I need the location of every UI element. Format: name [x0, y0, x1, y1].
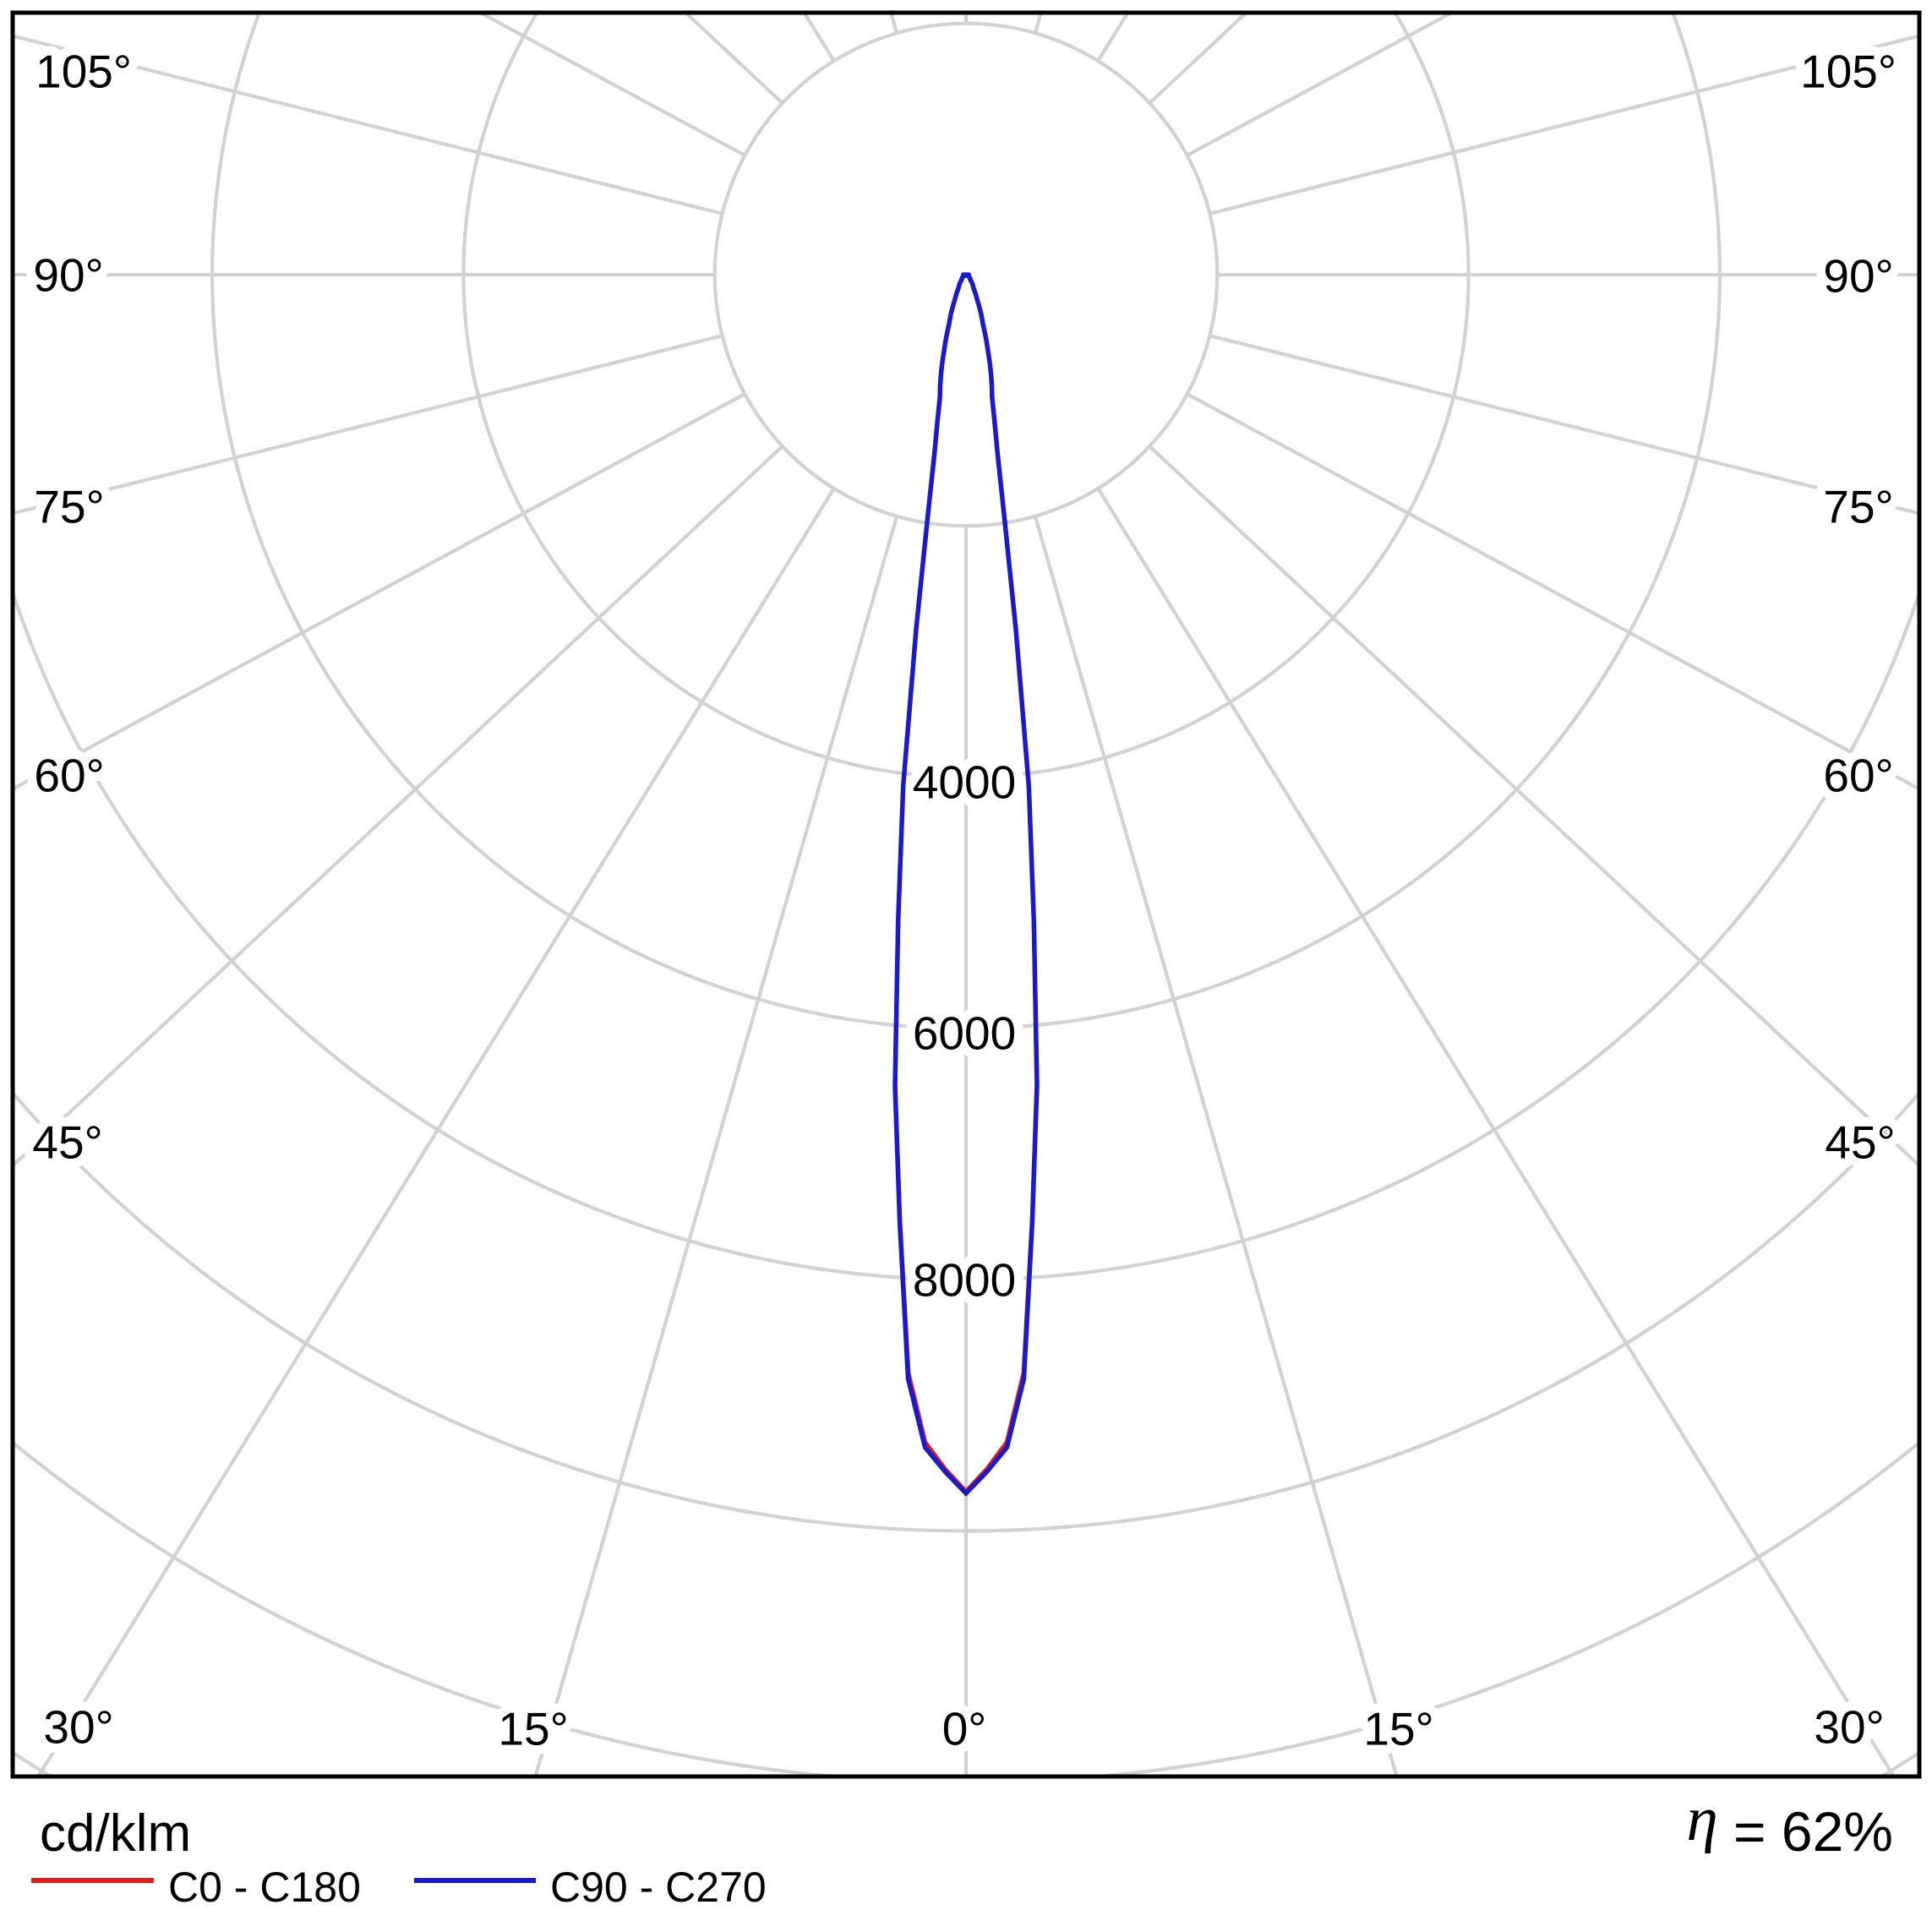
svg-text:75°: 75° [1823, 481, 1893, 533]
svg-text:75°: 75° [34, 481, 104, 533]
svg-text:30°: 30° [1814, 1701, 1884, 1754]
svg-text:cd/klm: cd/klm [40, 1804, 191, 1863]
svg-text:4000: 4000 [913, 756, 1016, 809]
svg-text:C0 - C180: C0 - C180 [168, 1864, 361, 1911]
svg-text:60°: 60° [34, 750, 104, 802]
svg-text:6000: 6000 [913, 1007, 1016, 1060]
svg-text:C90 - C270: C90 - C270 [550, 1864, 767, 1911]
svg-text:15°: 15° [1363, 1703, 1433, 1755]
svg-text:105°: 105° [35, 46, 132, 98]
svg-text:90°: 90° [1823, 250, 1893, 303]
svg-text:90°: 90° [33, 249, 103, 302]
svg-text:30°: 30° [43, 1701, 113, 1754]
svg-text:15°: 15° [498, 1703, 568, 1755]
svg-text:η = 62%: η = 62% [1686, 1784, 1893, 1863]
svg-text:60°: 60° [1823, 750, 1893, 802]
svg-text:105°: 105° [1800, 46, 1897, 98]
svg-text:8000: 8000 [913, 1254, 1016, 1307]
svg-text:0°: 0° [942, 1703, 987, 1755]
svg-text:45°: 45° [32, 1116, 102, 1169]
svg-text:45°: 45° [1825, 1116, 1895, 1169]
